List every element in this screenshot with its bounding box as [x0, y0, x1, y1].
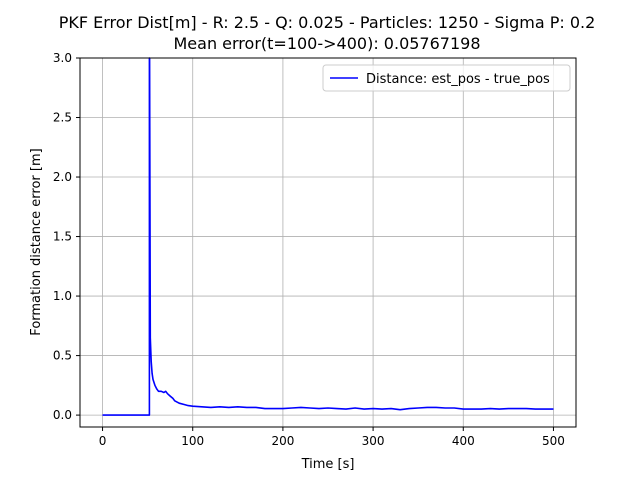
legend: Distance: est_pos - true_pos — [322, 64, 571, 92]
x-axis-label: Time [s] — [301, 457, 355, 472]
x-tick-label: 0 — [99, 434, 107, 448]
y-tick-label: 1.0 — [53, 289, 72, 303]
legend-label: Distance: est_pos - true_pos — [366, 72, 550, 87]
x-tick-label: 100 — [181, 434, 204, 448]
y-tick-label: 0.5 — [53, 349, 72, 363]
x-tick-label: 500 — [542, 434, 565, 448]
series-layer — [102, 57, 554, 416]
x-tick-label: 200 — [271, 434, 294, 448]
x-tick-label: 300 — [362, 434, 385, 448]
chart-subtitle: Mean error(t=100->400): 0.05767198 — [173, 34, 480, 53]
y-tick-label: 3.0 — [53, 51, 72, 65]
y-axis-label: Formation distance error [m] — [29, 148, 44, 335]
y-tick-label: 1.5 — [53, 230, 72, 244]
plot-frame — [79, 57, 577, 428]
x-ticks: 0 100 200 300 400 500 — [99, 427, 565, 448]
y-tick-label: 2.0 — [53, 170, 72, 184]
series-line — [102, 57, 554, 416]
x-tick-label: 400 — [452, 434, 475, 448]
y-tick-label: 0.0 — [53, 408, 72, 422]
legend-box — [322, 64, 571, 92]
y-ticks: 0.0 0.5 1.0 1.5 2.0 2.5 3.0 — [53, 51, 80, 422]
chart-title: PKF Error Dist[m] - R: 2.5 - Q: 0.025 - … — [59, 13, 596, 32]
y-tick-label: 2.5 — [53, 111, 72, 125]
plot-background — [80, 58, 576, 427]
plot-area: 0 100 200 300 400 500 0.0 0.5 1.0 1.5 2.0 2.5 3.0 — [53, 51, 577, 448]
